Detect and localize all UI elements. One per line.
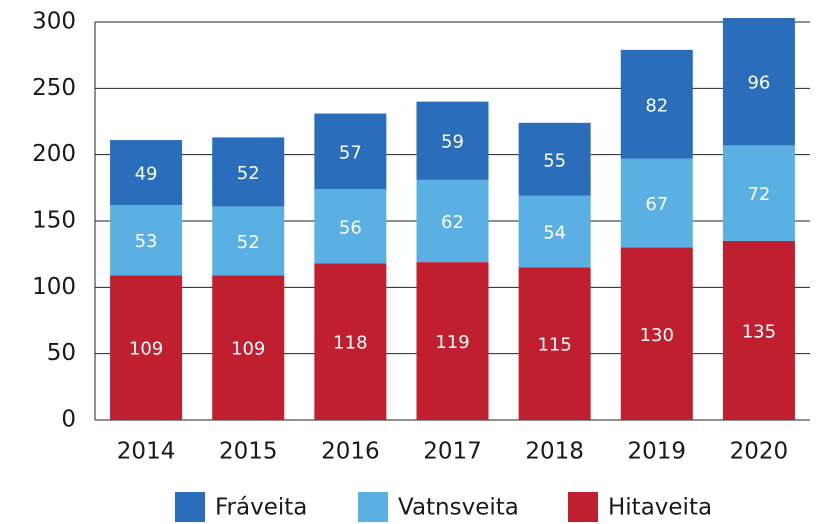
legend-swatch [175, 492, 205, 522]
x-tick-label: 2015 [219, 439, 278, 465]
value-label: 96 [747, 73, 770, 94]
bar-segment [110, 140, 183, 206]
bar-segment [416, 262, 489, 420]
y-tick-label: 150 [32, 208, 76, 234]
bar-segment [722, 240, 795, 420]
bar-segment [518, 195, 591, 268]
value-label: 54 [543, 223, 566, 244]
bar-segment [722, 145, 795, 241]
bar-segment [212, 275, 285, 420]
value-label: 109 [231, 339, 265, 360]
legend-swatch [358, 492, 388, 522]
bar-segment [416, 101, 489, 180]
value-label: 119 [435, 332, 469, 353]
bar-segment [518, 122, 591, 196]
legend-label: Hitaveita [608, 495, 712, 521]
x-tick-label: 2020 [730, 439, 789, 465]
x-tick-label: 2018 [525, 439, 584, 465]
value-label: 55 [543, 150, 566, 171]
value-label: 135 [742, 321, 776, 342]
value-label: 82 [645, 95, 668, 116]
value-label: 62 [441, 212, 464, 233]
y-tick-label: 100 [32, 274, 76, 300]
bar-segment [212, 206, 285, 276]
legend-swatch [568, 492, 598, 522]
y-tick-label: 300 [32, 9, 76, 35]
legend-label: Vatnsveita [398, 495, 519, 521]
value-label: 57 [339, 142, 362, 163]
bar-segment [620, 158, 693, 248]
value-label: 52 [237, 163, 260, 184]
y-tick-label: 200 [32, 141, 76, 167]
y-tick-label: 50 [47, 340, 76, 366]
value-label: 130 [640, 325, 674, 346]
value-label: 59 [441, 132, 464, 153]
x-tick-label: 2014 [117, 439, 176, 465]
bar-segment [110, 205, 183, 276]
bar-segment [620, 247, 693, 420]
value-label: 56 [339, 217, 362, 238]
x-tick-label: 2016 [321, 439, 380, 465]
y-tick-label: 250 [32, 75, 76, 101]
value-label: 72 [747, 184, 770, 205]
value-label: 109 [129, 339, 163, 360]
bar-segment [314, 189, 387, 264]
value-label: 67 [645, 194, 668, 215]
value-label: 52 [237, 232, 260, 253]
bar-segment [314, 263, 387, 420]
bar-segment [518, 267, 591, 420]
value-label: 49 [135, 164, 158, 185]
bar-segment [722, 18, 795, 146]
value-label: 115 [537, 335, 571, 356]
value-label: 118 [333, 333, 367, 354]
y-tick-label: 0 [61, 407, 76, 433]
x-tick-label: 2019 [628, 439, 687, 465]
bar-segment [212, 137, 285, 207]
bar-segment [314, 113, 387, 190]
x-tick-label: 2017 [423, 439, 482, 465]
value-label: 53 [135, 231, 158, 252]
bar-segment [110, 275, 183, 420]
bar-segment [416, 179, 489, 263]
legend-label: Fráveita [215, 495, 307, 521]
bar-segment [620, 49, 693, 159]
